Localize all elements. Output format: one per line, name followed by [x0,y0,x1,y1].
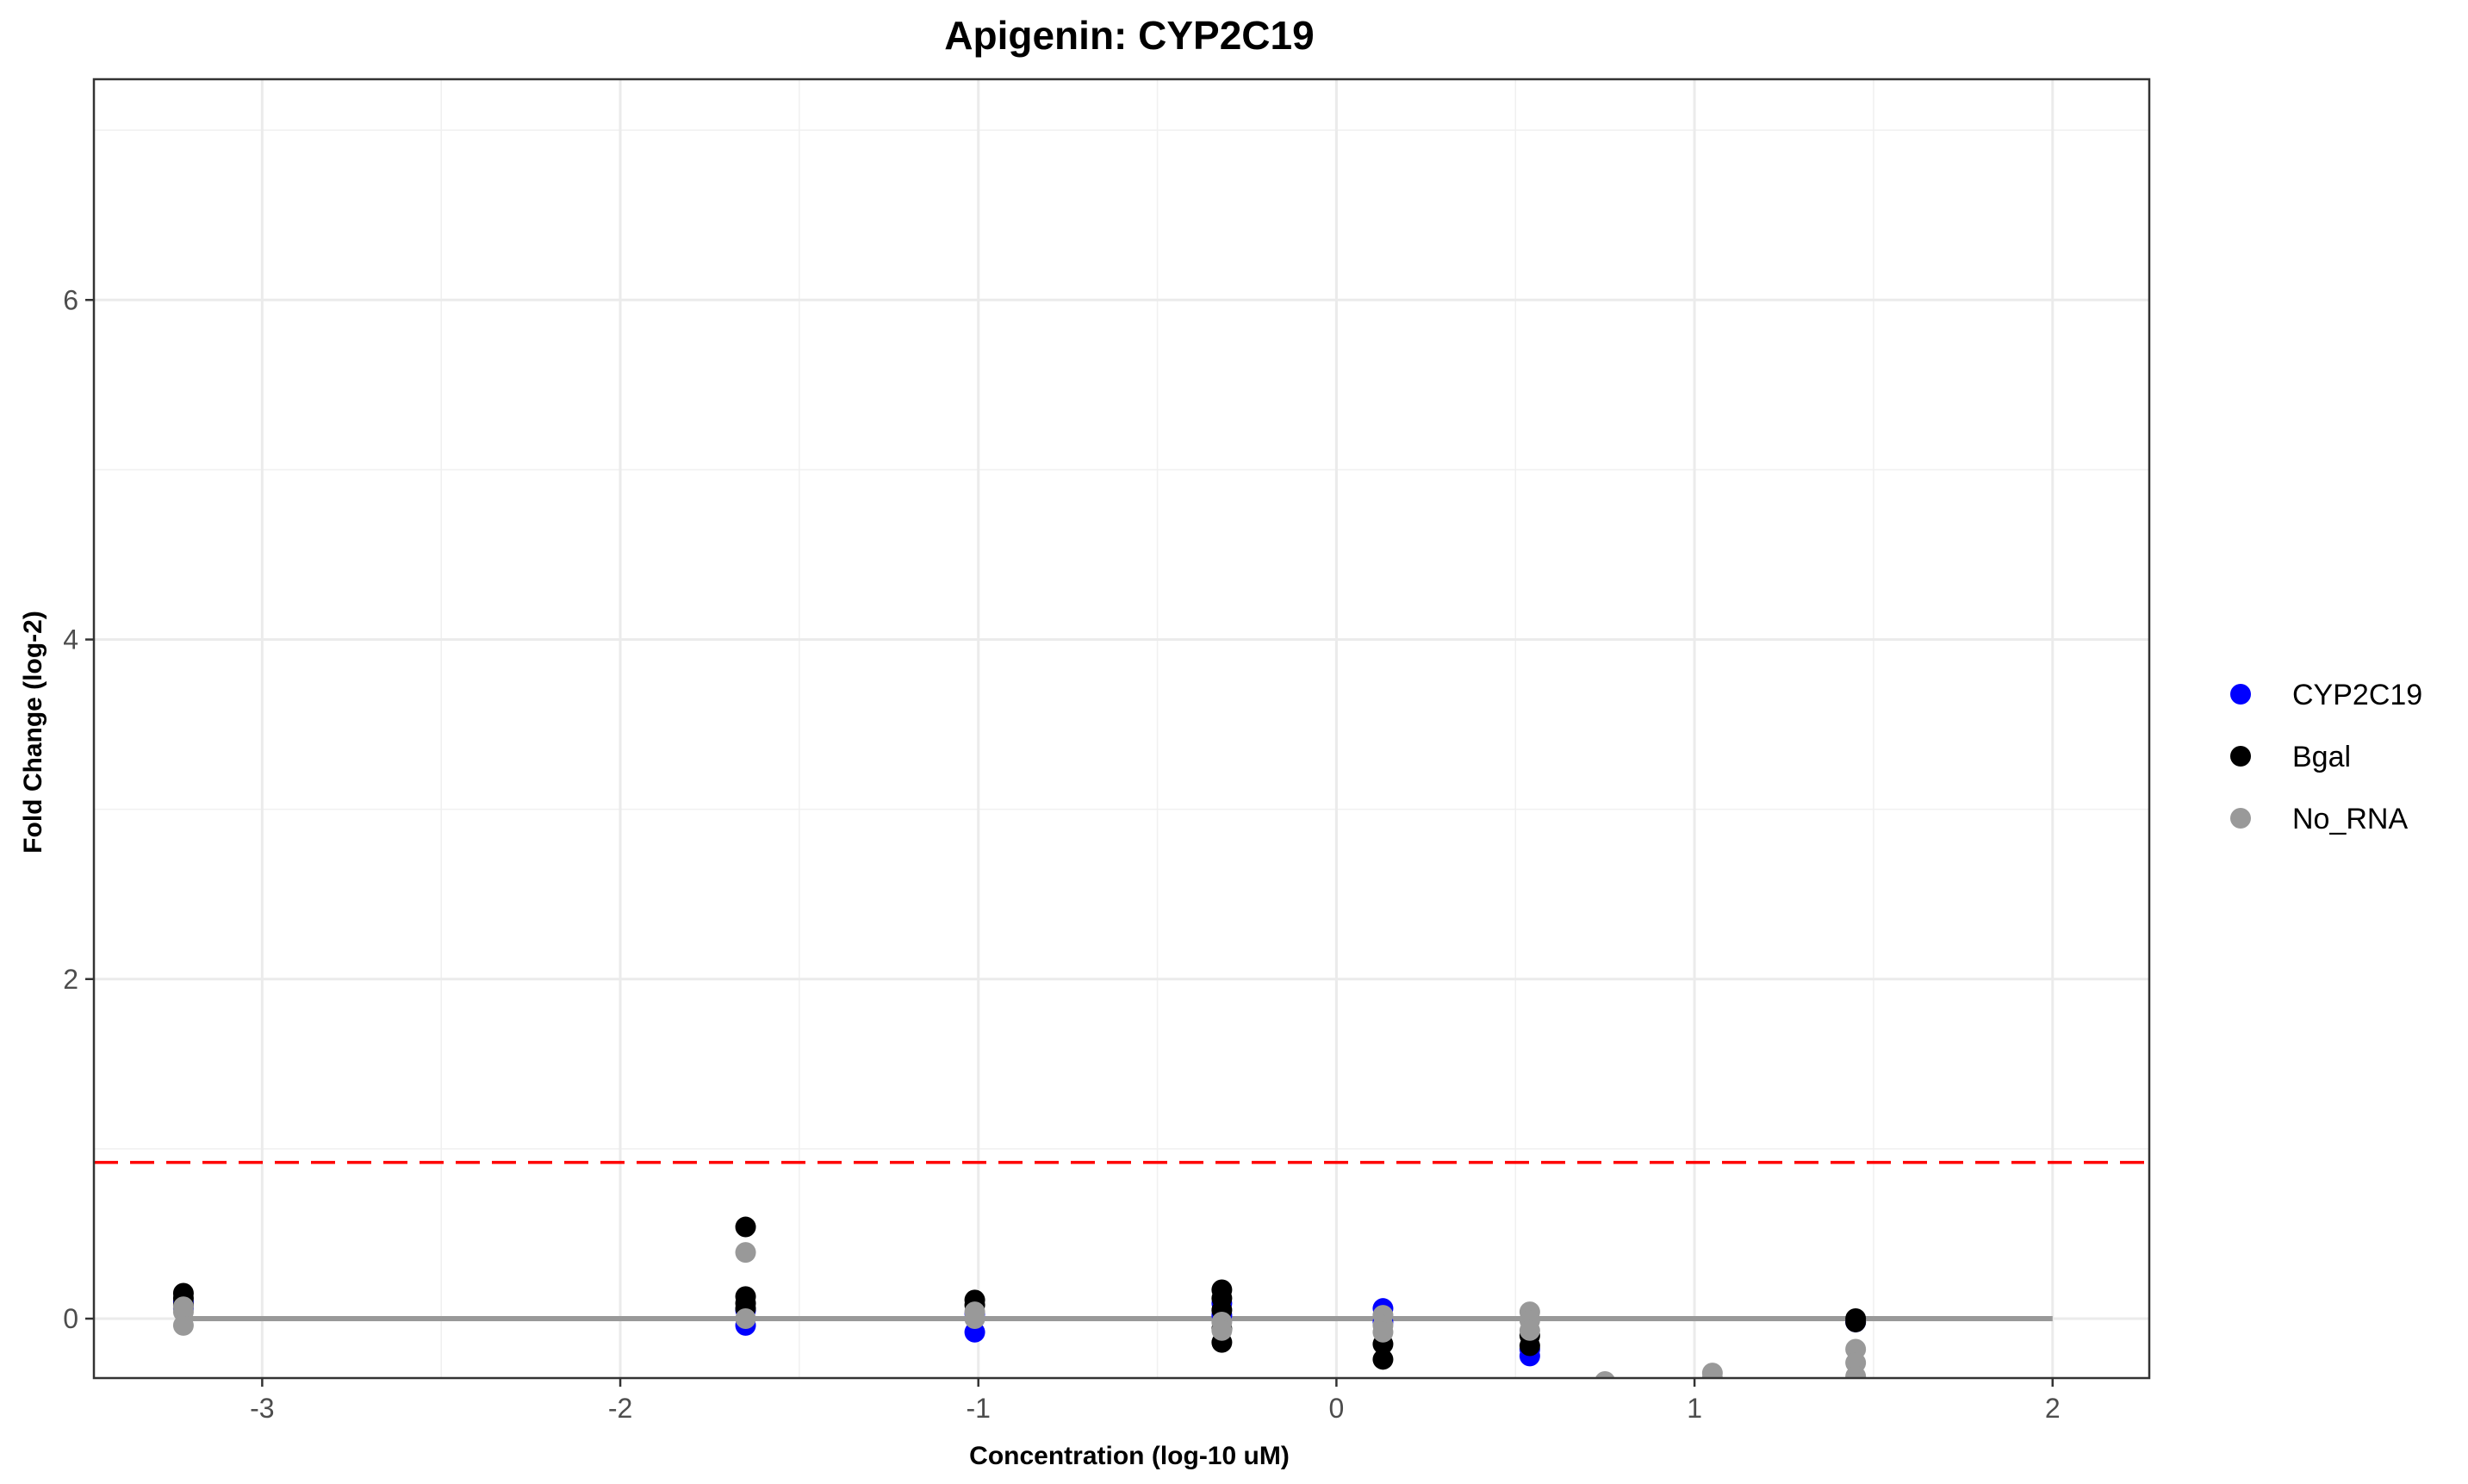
x-tick-label: -2 [608,1393,632,1424]
plot-background [94,79,2149,1378]
legend-label: Bgal [2292,741,2351,773]
point-bgal [1519,1335,1540,1357]
y-tick-label: 4 [63,624,78,655]
point-no-rna [735,1308,756,1330]
point-no-rna [735,1242,756,1264]
point-no-rna [1519,1319,1540,1341]
point-no-rna [1845,1366,1867,1378]
point-bgal [1372,1349,1394,1370]
panel-border [92,78,2151,1380]
point-bgal [1845,1311,1867,1332]
x-tick-label: 1 [1687,1393,1702,1424]
x-tick-label: 0 [1329,1393,1345,1424]
x-tick-label: -3 [250,1393,274,1424]
point-no-rna [1595,1370,1615,1378]
y-tick-label: 2 [63,964,78,995]
legend-label: CYP2C19 [2292,679,2422,711]
data-layer [94,1160,2149,1378]
legend-label: No_RNA [2292,803,2408,835]
plot-area: -3 -2 -1 0 1 2 0 2 4 6 [63,78,2151,1424]
y-tick-label: 6 [63,284,78,315]
point-bgal [735,1216,756,1238]
chart-title: Apigenin: CYP2C19 [944,13,1314,58]
x-axis-title: Concentration (log-10 uM) [969,1442,1290,1470]
point-no-rna [964,1308,985,1330]
x-tick-label: 2 [2045,1393,2061,1424]
legend-key [2230,746,2251,767]
point-no-rna [1211,1319,1233,1341]
legend-key [2230,808,2251,829]
point-no-rna [172,1296,194,1318]
point-no-rna [172,1314,194,1336]
x-tick-label: -1 [967,1393,991,1424]
legend-key [2230,684,2251,705]
y-axis-title: Fold Change (log-2) [19,611,47,854]
point-no-rna [1372,1321,1394,1343]
legend: CYP2C19 Bgal No_RNA [2230,679,2422,835]
y-tick-label: 0 [63,1303,78,1334]
point-no-rna [1701,1368,1723,1378]
